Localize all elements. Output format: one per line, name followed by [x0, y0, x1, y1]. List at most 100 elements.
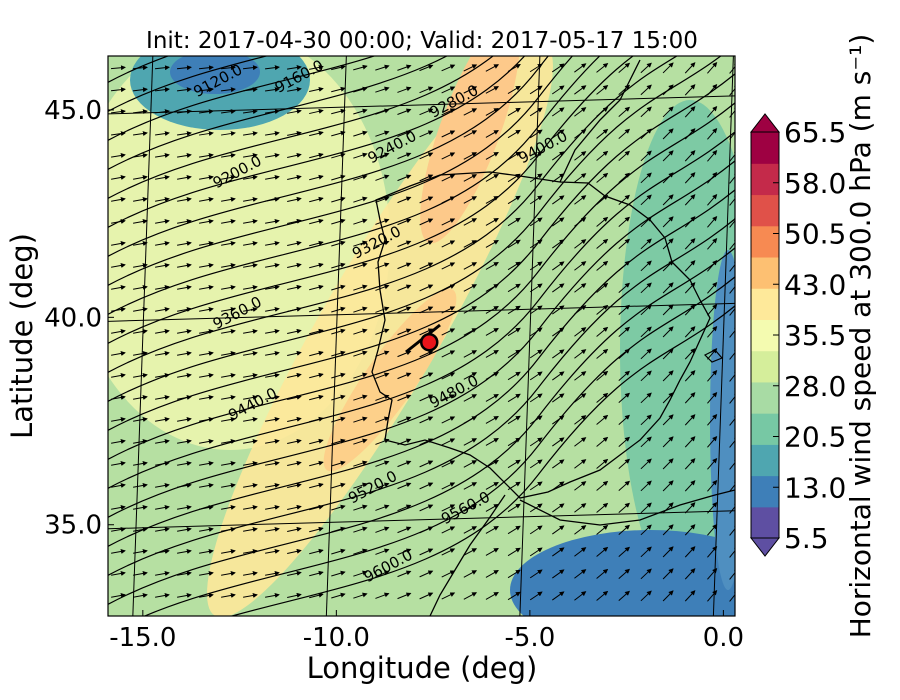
wind-vector [133, 483, 148, 488]
wind-weak-zone-southeast [510, 530, 735, 616]
wind-vector [618, 524, 630, 536]
colorbar-tick-label: 50.5 [784, 218, 846, 251]
wind-vector [662, 282, 674, 294]
wind-vector [309, 152, 324, 159]
wind-vector [397, 196, 412, 204]
wind-vector [243, 549, 258, 554]
colorbar-ticks: 65.5 58.0 50.5 43.0 35.5 28.0 20.5 13.0 5.5 [773, 116, 846, 555]
wind-vector [618, 62, 631, 73]
contour-line [108, 189, 735, 548]
wind-vector [265, 306, 280, 312]
wind-vector [265, 153, 280, 158]
wind-vector [684, 392, 696, 404]
wind-vector [485, 548, 499, 556]
wind-vector [331, 86, 346, 93]
wind-vector [552, 415, 565, 425]
wind-vector [419, 548, 434, 556]
wind-vector [507, 503, 521, 513]
wind-vector [684, 238, 696, 250]
wind-vector [485, 240, 499, 248]
wind-vector [287, 328, 302, 335]
wind-vector [287, 504, 302, 511]
wind-vector [596, 392, 609, 403]
wind-vector [441, 416, 456, 424]
wind-vector [309, 328, 324, 335]
wind-vector [375, 416, 390, 423]
wind-vector [441, 152, 456, 160]
wind-vector [265, 482, 280, 488]
wind-vector [707, 149, 718, 162]
wind-vector [729, 83, 735, 96]
wind-vector [133, 285, 148, 290]
wind-vector [574, 569, 587, 579]
wind-vector [419, 482, 434, 490]
wind-vector [507, 85, 521, 94]
wind-vector [640, 216, 652, 228]
wind-vector [397, 108, 412, 115]
wind-vector [133, 505, 148, 510]
wind-vector [331, 306, 346, 313]
wind-vector [441, 394, 456, 402]
wind-vector [441, 108, 456, 116]
contour-line [143, 276, 735, 616]
wind-vector [684, 304, 696, 316]
wind-vector [155, 241, 170, 246]
colorbar-tick-label: 28.0 [784, 370, 846, 403]
wind-vector [375, 86, 390, 93]
wind-vector [729, 127, 735, 140]
wind-vector [353, 350, 368, 357]
wind-vector [618, 172, 630, 184]
colorbar-tick-label: 43.0 [784, 268, 846, 301]
wind-vector [640, 590, 652, 602]
wind-vector [177, 571, 192, 576]
wind-vector [243, 241, 258, 246]
wind-vector [177, 527, 192, 532]
wind-vector [463, 416, 478, 424]
wind-vector [441, 592, 456, 600]
wind-vector [463, 108, 478, 116]
wind-vector [729, 149, 735, 162]
wind-vector [463, 570, 478, 578]
wind-vector [309, 592, 324, 599]
wind-vector [243, 219, 258, 224]
location-marker [405, 323, 441, 354]
wind-vector [729, 479, 735, 492]
wind-vector [353, 130, 368, 137]
wind-vector [397, 372, 412, 380]
wind-vector [111, 241, 126, 246]
wind-vector [243, 527, 258, 532]
wind-vector [111, 571, 126, 576]
wind-vector [177, 417, 192, 422]
wind-vector [529, 173, 543, 183]
wind-vector [419, 350, 434, 358]
wind-vector [574, 85, 587, 95]
wind-vector [662, 392, 674, 404]
wind-vector [707, 105, 718, 118]
wind-vector [111, 197, 126, 202]
wind-vector [463, 306, 478, 314]
wind-vector [552, 305, 565, 315]
wind-vector [220, 65, 236, 71]
wind-vector [353, 240, 368, 247]
wind-vector [529, 195, 543, 205]
wind-vector [507, 305, 521, 315]
wind-vector [596, 150, 609, 161]
wind-vector [684, 348, 696, 360]
wind-vector [221, 439, 236, 444]
wind-vector [485, 592, 499, 600]
wind-vector [221, 571, 236, 576]
wind-vector [331, 262, 346, 269]
coastline-balearics [703, 349, 724, 363]
wind-vector [618, 458, 630, 470]
wind-vector [331, 372, 346, 379]
wind-vector [707, 413, 718, 426]
wind-vector [596, 414, 609, 425]
wind-vector [596, 128, 609, 139]
wind-vector [684, 436, 696, 448]
wind-vector [485, 86, 500, 94]
wind-vector [133, 593, 148, 598]
wind-vector [529, 503, 543, 513]
wind-vector [133, 549, 148, 554]
wind-vector [729, 61, 735, 74]
wind-vector [507, 261, 521, 271]
